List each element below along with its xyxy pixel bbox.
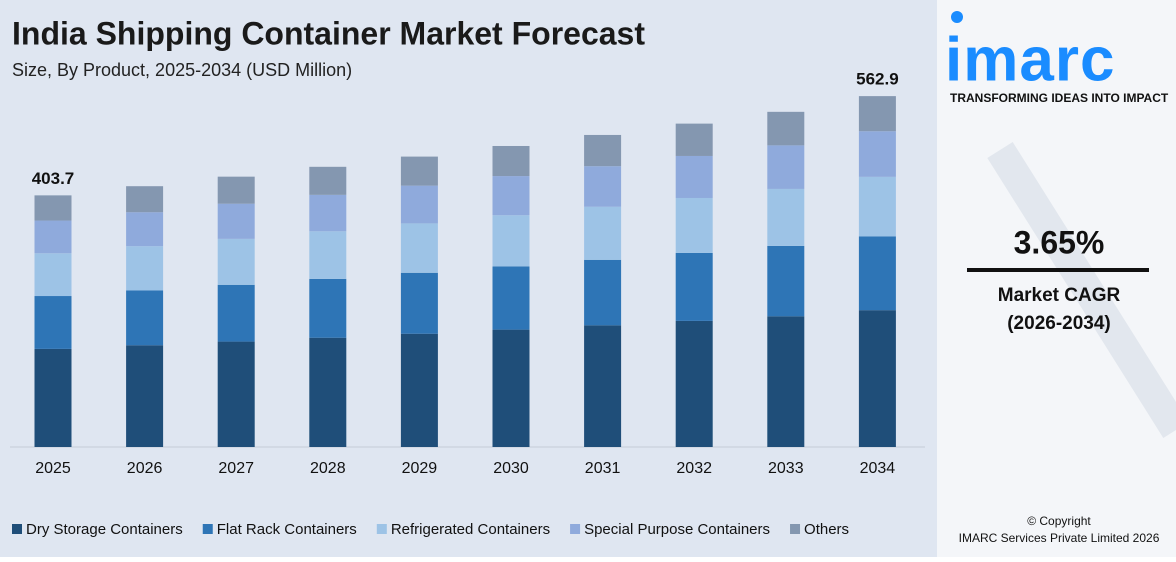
x-tick-label: 2026 bbox=[127, 460, 163, 477]
bar-segment bbox=[217, 284, 255, 342]
bar-segment bbox=[492, 145, 530, 177]
bar-segment bbox=[34, 220, 72, 254]
bar-segment bbox=[492, 329, 530, 447]
x-tick-label: 2029 bbox=[402, 460, 438, 477]
x-tick-label: 2030 bbox=[493, 460, 529, 477]
x-tick-label: 2032 bbox=[676, 460, 712, 477]
bar-segment bbox=[858, 310, 896, 447]
bar-segment bbox=[492, 266, 530, 330]
cagr-period: (2026-2034) bbox=[1007, 313, 1111, 334]
copyright: © Copyright bbox=[1027, 514, 1091, 528]
bar-segment bbox=[675, 252, 713, 321]
bar-segment bbox=[584, 259, 622, 326]
chart-title: India Shipping Container Market Forecast bbox=[12, 15, 645, 51]
bar-segment bbox=[217, 203, 255, 239]
bar-segment bbox=[400, 333, 438, 447]
bar-segment bbox=[858, 176, 896, 237]
company: IMARC Services Private Limited 2026 bbox=[959, 531, 1160, 545]
x-tick-label: 2025 bbox=[35, 460, 71, 477]
bar-segment bbox=[217, 341, 255, 447]
bar-segment bbox=[767, 145, 805, 189]
x-tick-label: 2028 bbox=[310, 460, 346, 477]
bar-segment bbox=[584, 325, 622, 447]
legend-swatch bbox=[376, 524, 387, 534]
cagr-label: Market CAGR bbox=[998, 285, 1121, 306]
total-label: 403.7 bbox=[32, 169, 75, 188]
legend-label: Special Purpose Containers bbox=[584, 521, 770, 538]
bar-segment bbox=[34, 296, 72, 349]
bar-segment bbox=[309, 166, 347, 195]
bar-segment bbox=[492, 215, 530, 267]
legend-swatch bbox=[12, 524, 22, 534]
tagline: TRANSFORMING IDEAS INTO IMPACT bbox=[950, 91, 1169, 105]
decor bbox=[987, 142, 1176, 438]
bar-segment bbox=[126, 186, 164, 213]
bar-segment bbox=[400, 223, 438, 273]
bar-segment bbox=[126, 246, 164, 291]
bar-segment bbox=[34, 348, 72, 447]
chart-subtitle: Size, By Product, 2025-2034 (USD Million… bbox=[12, 60, 352, 80]
logo-dot bbox=[951, 11, 963, 23]
bar-segment bbox=[492, 176, 530, 216]
bar-segment bbox=[34, 195, 72, 221]
cagr-value: 3.65% bbox=[1014, 224, 1105, 260]
bar-segment bbox=[309, 231, 347, 279]
bar-segment bbox=[400, 185, 438, 224]
bar-segment bbox=[126, 212, 164, 247]
bar-segment bbox=[400, 272, 438, 334]
bar-segment bbox=[400, 156, 438, 186]
bar-segment bbox=[675, 155, 713, 198]
bar-segment bbox=[309, 278, 347, 338]
x-tick-label: 2034 bbox=[860, 460, 896, 477]
bar-segment bbox=[584, 206, 622, 260]
bar-segment bbox=[584, 166, 622, 207]
bar-segment bbox=[767, 188, 805, 246]
bar-segment bbox=[675, 320, 713, 447]
legend-label: Others bbox=[804, 521, 849, 538]
bar-segment bbox=[858, 96, 896, 132]
bar-segment bbox=[675, 197, 713, 253]
total-label: 562.9 bbox=[856, 70, 899, 89]
x-tick-label: 2033 bbox=[768, 460, 804, 477]
legend-swatch bbox=[202, 524, 213, 534]
bar-segment bbox=[126, 345, 164, 447]
x-tick-label: 2027 bbox=[218, 460, 254, 477]
bar-segment bbox=[584, 134, 622, 167]
bar-segment bbox=[309, 194, 347, 232]
legend-label: Refrigerated Containers bbox=[391, 521, 550, 538]
bar-segment bbox=[767, 111, 805, 146]
bar-segment bbox=[858, 236, 896, 311]
sidebar-background bbox=[937, 0, 1176, 557]
legend-label: Dry Storage Containers bbox=[26, 521, 183, 538]
bar-segment bbox=[767, 245, 805, 317]
logo: imarc bbox=[945, 25, 1115, 94]
legend-label: Flat Rack Containers bbox=[217, 521, 357, 538]
bar-segment bbox=[217, 176, 255, 204]
bar-segment bbox=[767, 316, 805, 447]
bar-segment bbox=[34, 253, 72, 297]
bar-segment bbox=[675, 123, 713, 156]
x-tick-label: 2031 bbox=[585, 460, 621, 477]
bar-segment bbox=[858, 131, 896, 177]
legend-swatch bbox=[570, 524, 581, 534]
bar-segment bbox=[309, 337, 347, 447]
bar-segment bbox=[126, 290, 164, 346]
bar-segment bbox=[217, 238, 255, 285]
legend-swatch bbox=[790, 524, 801, 534]
